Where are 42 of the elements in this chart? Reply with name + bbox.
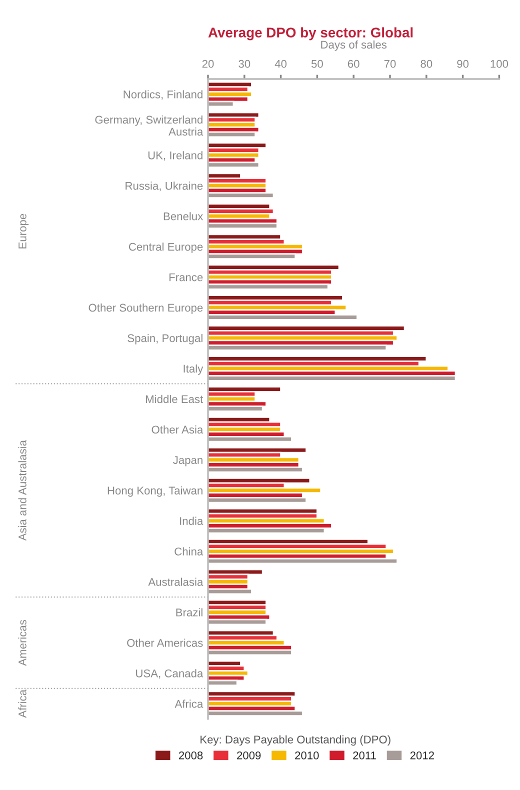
y-tick-label: USA, Canada bbox=[136, 669, 204, 679]
text: Asia and Australasia bbox=[18, 440, 26, 541]
x-axis-title: Days of sales bbox=[321, 40, 387, 51]
y-tick-label: Africa bbox=[174, 700, 204, 708]
x-tick-label: 50 bbox=[311, 60, 323, 68]
legend-title: Key: Days Payable Outstanding (DPO) bbox=[200, 735, 390, 746]
y-tick-label: Germany, Switzerland Austria bbox=[95, 116, 204, 136]
legend-label: 2009 bbox=[237, 752, 261, 760]
x-tick-label: 90 bbox=[457, 60, 469, 68]
y-tick-label: Hong Kong, Taiwan bbox=[108, 486, 202, 497]
x-tick-label: 20 bbox=[202, 60, 214, 68]
legend-label: 2012 bbox=[410, 752, 434, 760]
x-tick-label: 60 bbox=[348, 60, 360, 68]
y-tick-label: Other Southern Europe bbox=[88, 304, 203, 314]
y-tick-label: Japan bbox=[173, 456, 202, 466]
x-tick-label: 100 bbox=[490, 60, 508, 68]
text: Africa bbox=[18, 689, 26, 718]
x-tick-label: 70 bbox=[384, 60, 396, 68]
y-tick-label: Other Asia bbox=[152, 425, 204, 434]
y-tick-label: Middle East bbox=[146, 394, 204, 404]
y-tick-label: Australasia bbox=[148, 578, 204, 586]
text: Americas bbox=[18, 620, 26, 666]
y-tick-label: France bbox=[169, 273, 203, 282]
y-tick-label: UK, Ireland bbox=[148, 151, 202, 161]
y-tick-label: Spain, Portugal bbox=[128, 334, 202, 344]
legend-label: 2011 bbox=[353, 752, 376, 760]
x-tick-label: 40 bbox=[274, 60, 287, 68]
chart-title: Average DPO by sector: Global bbox=[208, 27, 413, 40]
y-tick-label: China bbox=[174, 547, 204, 556]
text: Europe bbox=[18, 214, 29, 248]
y-tick-label: Benelux bbox=[164, 212, 204, 220]
y-tick-label: Central Europe bbox=[128, 242, 203, 253]
legend-label: 2010 bbox=[295, 752, 319, 760]
y-tick-label: Brazil bbox=[176, 608, 202, 616]
y-tick-label: Nordics, Finland bbox=[124, 90, 202, 100]
y-tick-label: Russia, Ukraine bbox=[126, 182, 203, 192]
x-tick-label: 80 bbox=[420, 60, 432, 68]
y-tick-label: Other Americas bbox=[127, 638, 203, 647]
y-tick-label: India bbox=[180, 516, 204, 525]
legend-label: 2008 bbox=[178, 752, 203, 760]
x-tick-label: 30 bbox=[238, 60, 250, 68]
y-tick-label: Italy bbox=[184, 364, 204, 375]
